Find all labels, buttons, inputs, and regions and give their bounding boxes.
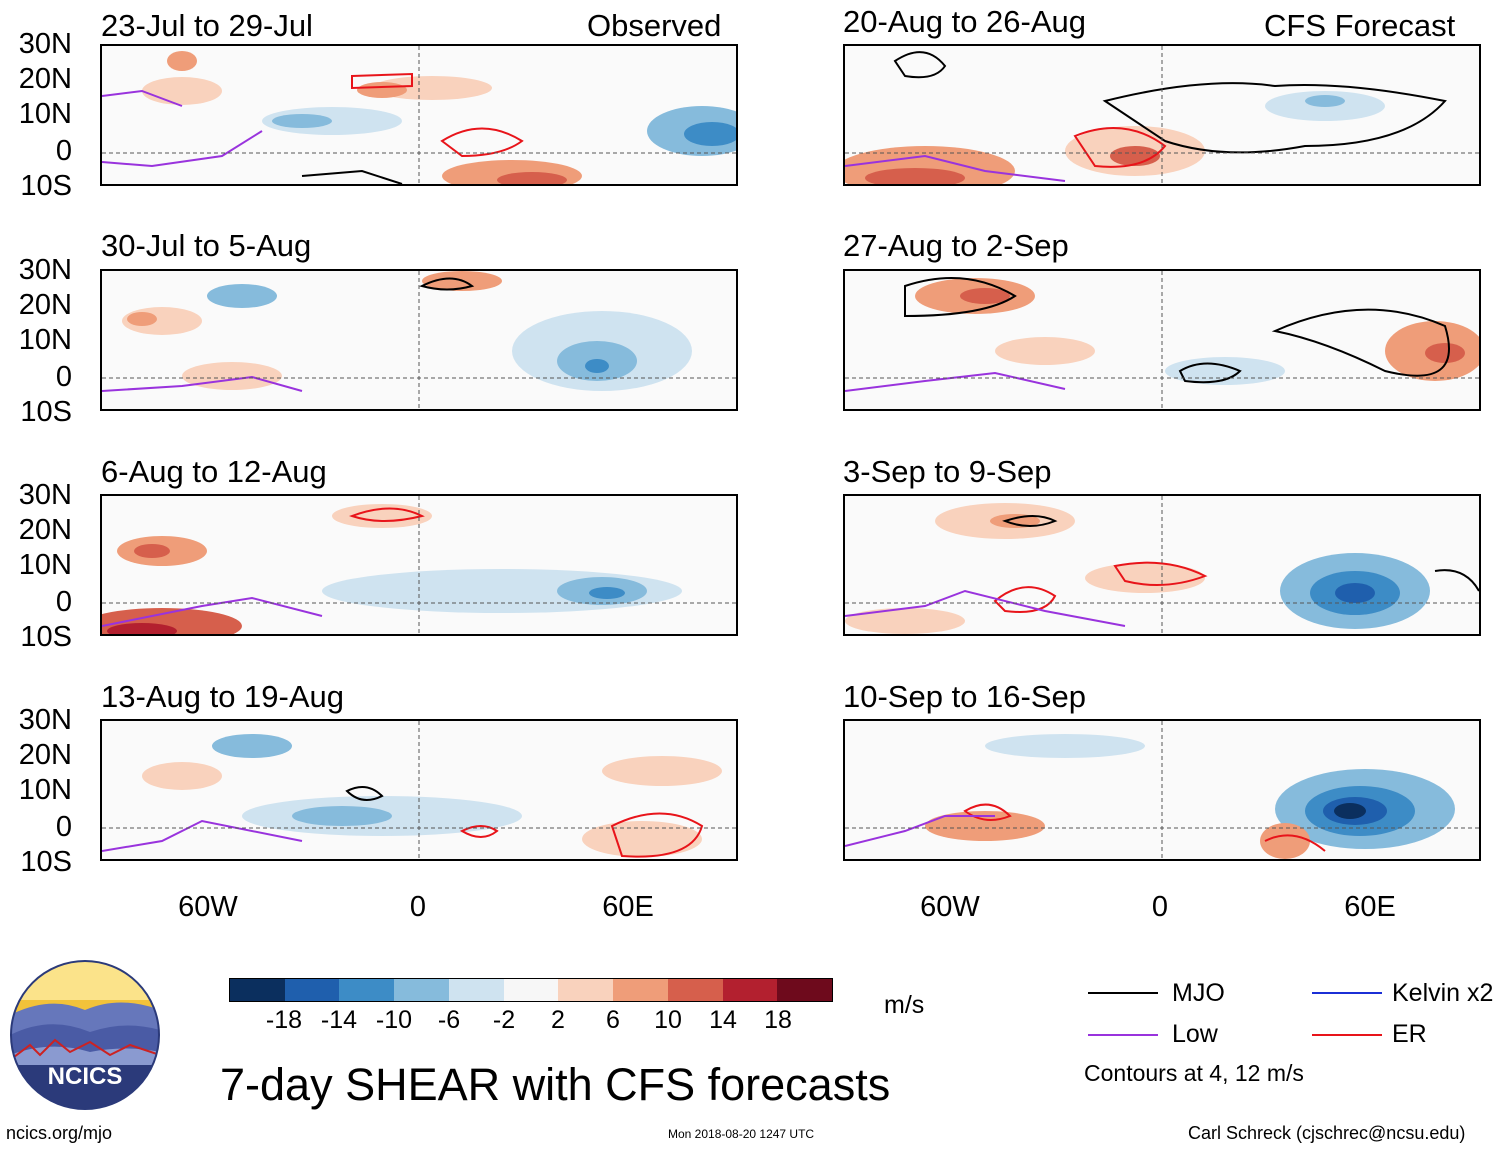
- colorbar-swatch: [613, 979, 668, 1001]
- colorbar-tick: -6: [437, 1006, 461, 1034]
- xtick-0: 0: [409, 891, 427, 923]
- colorbar-tick: 2: [551, 1006, 565, 1034]
- xtick-60w: 60W: [920, 891, 980, 923]
- ytick-10n: 10N: [18, 98, 72, 130]
- ytick-20n: 20N: [18, 63, 72, 95]
- colorbar-swatch: [503, 979, 559, 1001]
- panel-title-obs-1: 23-Jul to 29-Jul: [101, 8, 313, 43]
- colorbar-swatch: [558, 979, 614, 1001]
- map-panel-obs-1: [100, 44, 738, 186]
- ytick-0: 0: [55, 135, 72, 167]
- map-panel-fcst-3: [843, 494, 1481, 636]
- logo-text: NCICS: [48, 1063, 123, 1090]
- colorbar-swatch: [667, 979, 723, 1001]
- mjo-swatch: [1088, 992, 1158, 994]
- colorbar-tick: -2: [492, 1006, 516, 1034]
- colorbar-tick: 18: [764, 1006, 792, 1034]
- ytick-10s: 10S: [20, 846, 72, 878]
- xtick-60w: 60W: [178, 891, 238, 923]
- timestamp: Mon 2018-08-20 1247 UTC: [668, 1127, 815, 1141]
- map-panel-obs-2: [100, 269, 738, 411]
- er-swatch: [1312, 1034, 1382, 1036]
- ytick-10n: 10N: [18, 774, 72, 806]
- panel-title-fcst-1: 20-Aug to 26-Aug: [843, 4, 1087, 39]
- ytick-30n: 30N: [18, 704, 72, 736]
- map-panel-fcst-1: [843, 44, 1481, 186]
- xtick-0: 0: [1151, 891, 1169, 923]
- colorbar-tick: 6: [606, 1006, 620, 1034]
- panel-title-obs-3: 6-Aug to 12-Aug: [101, 454, 327, 489]
- colorbar-tick: -10: [375, 1006, 413, 1034]
- map-panel-fcst-2: [843, 269, 1481, 411]
- ncics-logo: NCICS: [10, 960, 160, 1110]
- colorbar-swatch: [284, 979, 340, 1001]
- colorbar: [229, 978, 833, 1002]
- map-panel-obs-4: [100, 719, 738, 861]
- ytick-30n: 30N: [18, 254, 72, 286]
- author-credit: Carl Schreck (cjschrec@ncsu.edu): [1188, 1123, 1466, 1143]
- colorbar-swatch: [230, 979, 285, 1001]
- colorbar-tick: 14: [709, 1006, 737, 1034]
- contour-note: Contours at 4, 12 m/s: [1084, 1060, 1304, 1086]
- legend-kelvin: Kelvin x2: [1392, 979, 1494, 1007]
- panel-title-obs-4: 13-Aug to 19-Aug: [101, 679, 345, 714]
- ytick-0: 0: [55, 811, 72, 843]
- panel-title-fcst-3: 3-Sep to 9-Sep: [843, 454, 1052, 489]
- ytick-10s: 10S: [20, 170, 72, 202]
- colorbar-tick: -18: [265, 1006, 303, 1034]
- ytick-30n: 30N: [18, 479, 72, 511]
- map-panel-obs-3: [100, 494, 738, 636]
- ytick-20n: 20N: [18, 514, 72, 546]
- ytick-10n: 10N: [18, 324, 72, 356]
- low-swatch: [1088, 1034, 1158, 1036]
- ytick-0: 0: [55, 586, 72, 618]
- xtick-60e: 60E: [1344, 891, 1396, 923]
- colorbar-tick: 10: [654, 1006, 682, 1034]
- ytick-10n: 10N: [18, 549, 72, 581]
- site-url[interactable]: ncics.org/mjo: [6, 1123, 113, 1143]
- chart-title: 7-day SHEAR with CFS forecasts: [220, 1059, 891, 1110]
- panel-title-fcst-2: 27-Aug to 2-Sep: [843, 228, 1069, 263]
- map-panel-fcst-4: [843, 719, 1481, 861]
- forecast-label: CFS Forecast: [1264, 8, 1456, 43]
- ytick-20n: 20N: [18, 289, 72, 321]
- legend-mjo: MJO: [1172, 979, 1225, 1007]
- panel-title-obs-2: 30-Jul to 5-Aug: [101, 228, 312, 263]
- legend-er: ER: [1392, 1020, 1427, 1048]
- kelvin-swatch: [1312, 992, 1382, 994]
- colorbar-swatch: [777, 979, 833, 1001]
- colorbar-swatch: [448, 979, 504, 1001]
- colorbar-swatch: [339, 979, 395, 1001]
- ytick-0: 0: [55, 361, 72, 393]
- ytick-20n: 20N: [18, 739, 72, 771]
- xtick-60e: 60E: [602, 891, 654, 923]
- legend-low: Low: [1172, 1020, 1218, 1048]
- units-label: m/s: [884, 991, 925, 1019]
- ytick-10s: 10S: [20, 396, 72, 428]
- colorbar-tick: -14: [320, 1006, 358, 1034]
- colorbar-swatch: [394, 979, 449, 1001]
- colorbar-swatch: [722, 979, 778, 1001]
- ytick-30n: 30N: [18, 28, 72, 60]
- observed-label: Observed: [587, 8, 722, 43]
- ytick-10s: 10S: [20, 621, 72, 653]
- panel-title-fcst-4: 10-Sep to 16-Sep: [843, 679, 1087, 714]
